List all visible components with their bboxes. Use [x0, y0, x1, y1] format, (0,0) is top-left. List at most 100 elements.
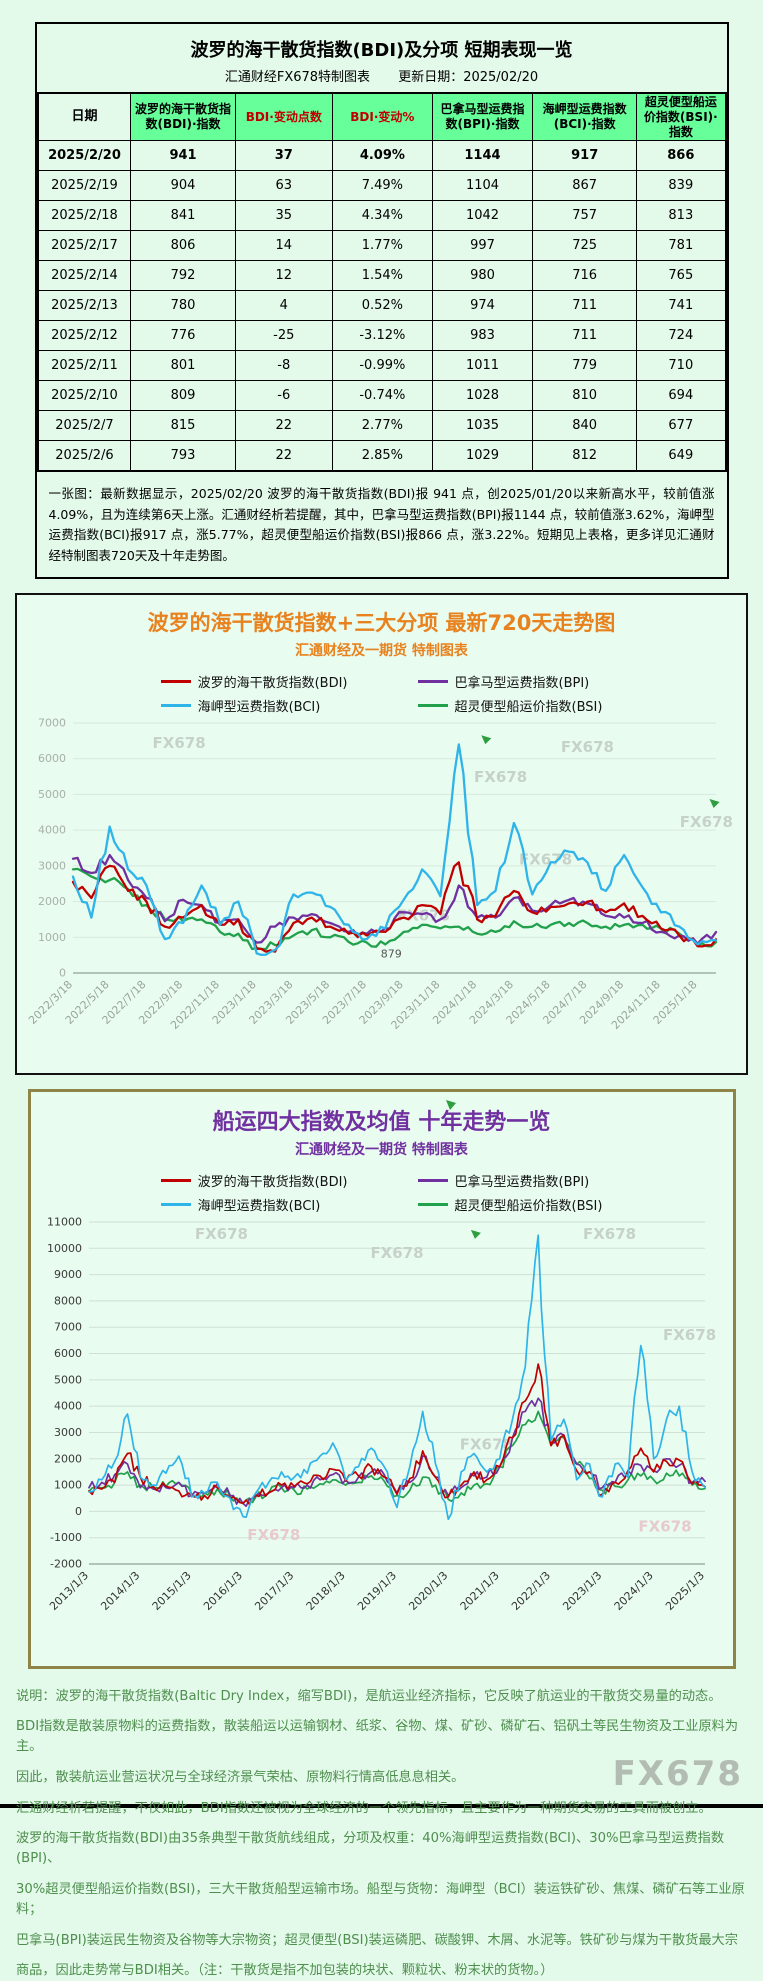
chg_pct-cell: -3.12% [332, 321, 432, 351]
line-chart-10yr: 1100010000900080007000600050004000300020… [35, 1216, 729, 1662]
bci-cell: 917 [533, 141, 637, 171]
bpi-cell: 1042 [432, 201, 532, 231]
date-cell: 2025/2/19 [38, 171, 131, 201]
table-title: 波罗的海干散货指数(BDI)及分项 短期表现一览 [37, 36, 727, 62]
legend-item-bdi: 波罗的海干散货指数(BDI) [161, 672, 348, 691]
table-subtitle-source: 汇通财经FX678特制图表 [225, 70, 370, 85]
date-cell: 2025/2/17 [38, 231, 131, 261]
chart-720day-title: 波罗的海干散货指数+三大分项 最新720天走势图 [17, 607, 746, 637]
y-tick-label: 9000 [54, 1268, 82, 1281]
bsi-cell: 765 [637, 261, 726, 291]
bpi-cell: 980 [432, 261, 532, 291]
explanation-text: 说明：波罗的海干散货指数(Baltic Dry Index，缩写BDI)，是航运… [16, 1687, 747, 1981]
x-tick-label: 2025/1/3 [662, 1568, 706, 1612]
y-tick-label: 2000 [38, 895, 66, 908]
legend-label-bdi: 波罗的海干散货指数(BDI) [198, 1171, 348, 1190]
y-tick-label: 5000 [38, 787, 66, 800]
legend-label-bci: 海岬型运费指数(BCI) [198, 696, 321, 715]
y-tick-label: 0 [75, 1504, 82, 1517]
chg-cell: 4 [235, 291, 332, 321]
y-tick-label: 3000 [38, 859, 66, 872]
chart-watermark: FX678 [194, 1225, 247, 1243]
explanation-line-8: 商品，因此走势常与BDI相关。（注：干散货是指不加包装的块状、颗粒状、粉末状的货… [16, 1961, 747, 1981]
bci-cell: 716 [533, 261, 637, 291]
y-tick-label: 5000 [54, 1373, 82, 1386]
legend-swatch-bsi [418, 1203, 448, 1206]
date-cell: 2025/2/6 [38, 441, 131, 472]
date-cell: 2025/2/12 [38, 321, 131, 351]
chg-cell: 14 [235, 231, 332, 261]
chart-watermark: FX678 [247, 1526, 300, 1544]
bdi-cell: 841 [131, 201, 235, 231]
y-tick-label: 10000 [47, 1241, 82, 1254]
legend-swatch-bsi [418, 704, 448, 707]
date-cell: 2025/2/10 [38, 381, 131, 411]
y-tick-label: 4000 [54, 1399, 82, 1412]
bdi-cell: 809 [131, 381, 235, 411]
bsi-cell: 710 [637, 351, 726, 381]
chg-cell: 22 [235, 441, 332, 472]
chg_pct-cell: 1.54% [332, 261, 432, 291]
bdi-cell: 815 [131, 411, 235, 441]
column-header-4: 巴拿马型运费指数(BPI)·指数 [432, 93, 532, 141]
legend-label-bpi: 巴拿马型运费指数(BPI) [455, 672, 590, 691]
x-tick-label: 2018/1/3 [303, 1568, 347, 1612]
chg-cell: 37 [235, 141, 332, 171]
series-line-bsi [89, 1411, 705, 1503]
explanation-footer: 说明：波罗的海干散货指数(Baltic Dry Index，缩写BDI)，是航运… [16, 1687, 747, 1981]
bdi-cell: 904 [131, 171, 235, 201]
chart-watermark: FX678 [370, 1243, 423, 1261]
x-tick-label: 2024/1/3 [611, 1568, 655, 1612]
table-subtitle: 汇通财经FX678特制图表 更新日期：2025/02/20 [37, 66, 727, 85]
y-tick-label: -2000 [50, 1557, 82, 1570]
x-tick-label: 2014/1/3 [98, 1568, 142, 1612]
bpi-cell: 974 [432, 291, 532, 321]
column-header-2: BDI·变动点数 [235, 93, 332, 141]
bsi-cell: 839 [637, 171, 726, 201]
x-tick-label: 2021/1/3 [457, 1568, 501, 1612]
bpi-cell: 1144 [432, 141, 532, 171]
chart-10yr-title: 船运四大指数及均值 十年走势一览 [31, 1104, 733, 1136]
bsi-cell: 724 [637, 321, 726, 351]
table-update-date: 更新日期：2025/02/20 [398, 70, 538, 85]
bpi-cell: 1035 [432, 411, 532, 441]
column-header-6: 超灵便型船运价指数(BSI)·指数 [637, 93, 726, 141]
chart-annotation: 879 [381, 947, 402, 960]
series-line-bpi [73, 855, 716, 944]
bsi-cell: 813 [637, 201, 726, 231]
y-tick-label: 8000 [54, 1294, 82, 1307]
chart-720day-section: 波罗的海干散货指数+三大分项 最新720天走势图 汇通财经及一期货 特制图表 波… [15, 593, 748, 1075]
chg_pct-cell: -0.99% [332, 351, 432, 381]
cursor-arrow-icon [710, 799, 720, 808]
x-tick-label: 2019/1/3 [354, 1568, 398, 1612]
legend-item-bpi: 巴拿马型运费指数(BPI) [418, 1171, 603, 1190]
chart-10yr-section: 船运四大指数及均值 十年走势一览 汇通财经及一期货 特制图表 波罗的海干散货指数… [28, 1089, 736, 1669]
chart-watermark: FX678 [638, 1517, 691, 1535]
chart-720day-legend: 波罗的海干散货指数(BDI)巴拿马型运费指数(BPI)海岬型运费指数(BCI)超… [161, 672, 603, 715]
chart-watermark: FX678 [561, 737, 614, 755]
legend-swatch-bci [161, 704, 191, 707]
column-header-0: 日期 [38, 93, 131, 141]
y-tick-label: 7000 [54, 1320, 82, 1333]
y-tick-label: -1000 [50, 1531, 82, 1544]
series-line-bci [89, 1235, 705, 1519]
column-header-3: BDI·变动% [332, 93, 432, 141]
cursor-arrow-icon [481, 735, 491, 744]
chg_pct-cell: 4.34% [332, 201, 432, 231]
bci-cell: 812 [533, 441, 637, 472]
x-tick-label: 2023/1/3 [560, 1568, 604, 1612]
chg-cell: 12 [235, 261, 332, 291]
chg-cell: -8 [235, 351, 332, 381]
legend-swatch-bpi [418, 680, 448, 683]
y-tick-label: 11000 [47, 1216, 82, 1229]
y-tick-label: 3000 [54, 1425, 82, 1438]
